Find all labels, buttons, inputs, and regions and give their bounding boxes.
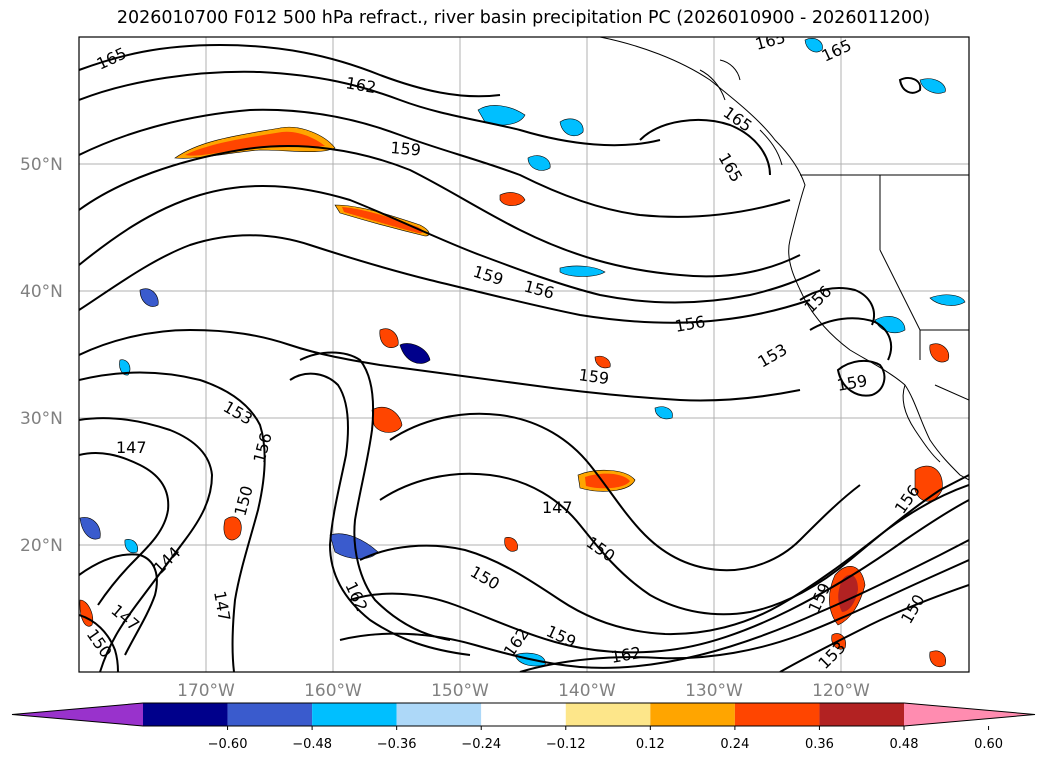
colorbar-swatch bbox=[312, 703, 397, 726]
precip-positive-blob bbox=[379, 328, 399, 349]
precip-negative-blob bbox=[119, 359, 131, 376]
precipitation-shading bbox=[79, 38, 966, 668]
contour-label: 147 bbox=[116, 438, 147, 457]
coastlines bbox=[599, 37, 969, 481]
lat-label: 50°N bbox=[20, 155, 63, 175]
lon-label: 160°W bbox=[304, 681, 362, 701]
precip-positive-blob bbox=[929, 343, 950, 363]
refractivity-contours bbox=[79, 43, 969, 672]
precip-negative-blob bbox=[919, 78, 946, 94]
precip-positive-blob bbox=[504, 537, 518, 552]
precip-positive-blob bbox=[594, 355, 611, 369]
precip-negative-blob bbox=[124, 539, 138, 554]
state-border bbox=[919, 330, 969, 401]
lat-label: 20°N bbox=[20, 536, 63, 556]
colorbar-swatch bbox=[819, 703, 904, 726]
precip-positive-blob bbox=[499, 192, 526, 206]
colorbar-outline bbox=[11, 702, 1036, 727]
precip-negative-blob bbox=[79, 517, 101, 540]
north-america-coast bbox=[599, 37, 969, 481]
precip-negative-blob bbox=[654, 406, 673, 420]
contour-label: 159 bbox=[577, 365, 610, 388]
colorbar-swatch bbox=[143, 703, 228, 726]
lon-label: 130°W bbox=[685, 681, 743, 701]
baja-coast bbox=[902, 384, 941, 463]
lon-label: 120°W bbox=[812, 681, 870, 701]
colorbar-extend-low bbox=[12, 703, 143, 726]
colorbar-tick-label: −0.12 bbox=[546, 737, 586, 752]
precip-positive-blob bbox=[929, 650, 946, 668]
precip-positive-core bbox=[342, 207, 423, 234]
colorbar-swatch bbox=[734, 703, 820, 726]
contour-label: 147 bbox=[542, 498, 573, 517]
precip-positive-core bbox=[585, 473, 630, 489]
colorbar-extend-high bbox=[904, 703, 1035, 726]
colorbar-swatch bbox=[650, 703, 735, 726]
precip-positive-blob bbox=[223, 516, 242, 541]
colorbar-tick-label: 0.12 bbox=[636, 737, 665, 752]
precip-negative-blob bbox=[139, 288, 159, 307]
contour-label: 159 bbox=[390, 138, 422, 160]
colorbar-tick-label: −0.60 bbox=[208, 737, 248, 752]
lon-label: 170°W bbox=[177, 681, 235, 701]
precip-negative-blob bbox=[527, 155, 551, 171]
graticule bbox=[79, 37, 969, 672]
colorbar-tick-label: 0.24 bbox=[720, 737, 749, 752]
precip-negative-blob bbox=[804, 38, 823, 53]
colorbar-tick-label: −0.48 bbox=[292, 737, 332, 752]
precip-negative-blob bbox=[559, 118, 584, 137]
precip-negative-blob bbox=[929, 294, 966, 306]
map-frame bbox=[78, 36, 970, 673]
colorbar-tick-label: 0.60 bbox=[974, 737, 1003, 752]
lat-label: 40°N bbox=[20, 282, 63, 302]
coastal-islands bbox=[699, 59, 783, 166]
latitude-labels: 50°N 40°N 30°N 20°N bbox=[20, 155, 63, 556]
lon-label: 150°W bbox=[431, 681, 489, 701]
precip-negative-blob bbox=[399, 343, 431, 364]
colorbar: −0.60 −0.48 −0.36 −0.24 −0.12 0.12 0.24 0.36 0.4… bbox=[11, 702, 1036, 752]
colorbar-tick-label: −0.24 bbox=[461, 737, 501, 752]
colorbar-swatch bbox=[396, 703, 482, 726]
lat-label: 30°N bbox=[20, 409, 63, 429]
colorbar-tick-label: 0.48 bbox=[890, 737, 919, 752]
precip-negative-blob bbox=[559, 265, 606, 277]
lon-label: 140°W bbox=[558, 681, 616, 701]
colorbar-tick-label: −0.36 bbox=[377, 737, 417, 752]
colorbar-swatch bbox=[565, 703, 651, 726]
map-plot-area: 165 162 159 165 165 165 165 159 156 156 … bbox=[79, 37, 969, 672]
colorbar-swatch bbox=[227, 703, 313, 726]
longitude-labels: 170°W 160°W 150°W 140°W 130°W 120°W bbox=[177, 681, 870, 701]
map-title: 2026010700 F012 500 hPa refract., river … bbox=[116, 8, 931, 28]
precip-positive-core bbox=[185, 131, 325, 156]
precip-positive-blob bbox=[371, 406, 403, 433]
colorbar-swatch bbox=[481, 703, 566, 726]
colorbar-tick-label: 0.36 bbox=[805, 737, 834, 752]
